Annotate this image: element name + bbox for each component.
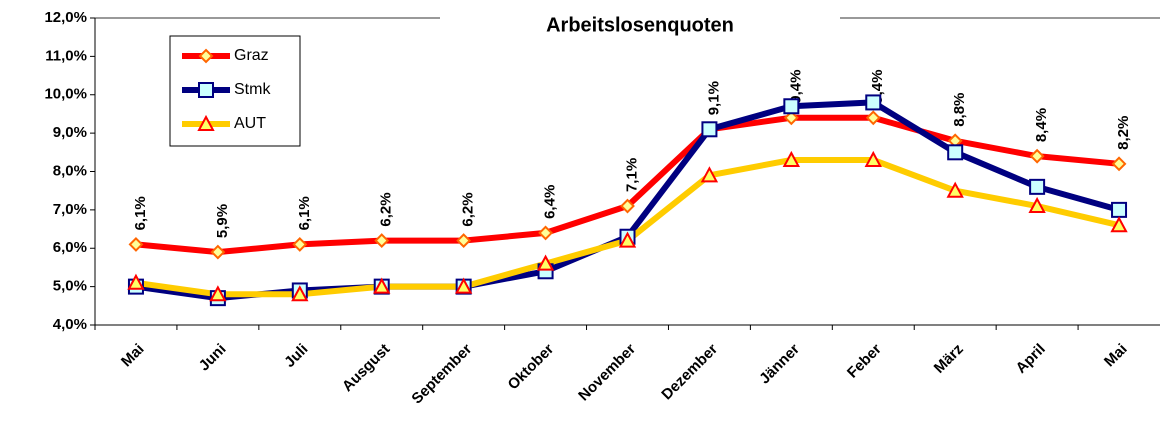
marker [456,233,472,248]
marker [198,48,214,64]
marker [700,166,719,183]
marker [197,114,215,131]
data-label: 5,9% [214,204,231,238]
y-tick-label: 5,0% [53,278,87,295]
marker [292,236,308,252]
y-tick-label: 10,0% [44,86,87,103]
data-label: 6,1% [132,196,149,230]
marker [210,244,226,260]
marker [198,82,214,98]
y-tick-label: 12,0% [44,9,87,26]
marker [864,150,882,167]
marker [865,110,881,126]
marker [1110,216,1128,233]
legend-label: Stmk [234,81,271,98]
marker [1028,196,1046,214]
marker [1111,201,1128,218]
marker [373,277,391,294]
marker [536,254,555,271]
y-tick-label: 4,0% [53,316,87,333]
marker [209,285,227,302]
marker [454,277,473,294]
legend-label: AUT [234,115,266,132]
data-label: 8,4% [1033,108,1050,142]
marker [128,236,144,252]
data-label: 6,1% [296,196,313,230]
marker [783,98,800,115]
marker [618,231,637,248]
marker [947,144,964,161]
marker [1029,178,1046,195]
y-tick-label: 11,0% [45,47,87,64]
marker [1111,156,1127,172]
data-label: 9,1% [705,81,722,115]
data-label: 8,8% [951,93,968,127]
y-tick-label: 7,0% [53,201,87,218]
data-label: 6,2% [378,192,395,226]
data-label: 6,2% [460,192,477,226]
marker [1029,148,1045,164]
marker [538,225,553,241]
y-tick-label: 9,0% [53,124,87,141]
marker [374,233,390,248]
marker [782,150,801,167]
marker [946,181,964,198]
legend-label: Graz [234,47,269,64]
data-label: 8,2% [1115,116,1132,150]
y-tick-label: 6,0% [53,239,87,256]
y-tick-label: 8,0% [53,162,87,179]
data-label: 9,4% [787,70,804,104]
data-label: 6,4% [542,185,559,219]
marker [620,198,635,214]
marker [865,94,882,111]
data-label: 7,1% [623,158,640,192]
marker [291,285,309,302]
marker [127,273,145,290]
marker [783,110,799,126]
chart-title: Arbeitslosenquoten [546,14,734,36]
marker [701,121,718,138]
